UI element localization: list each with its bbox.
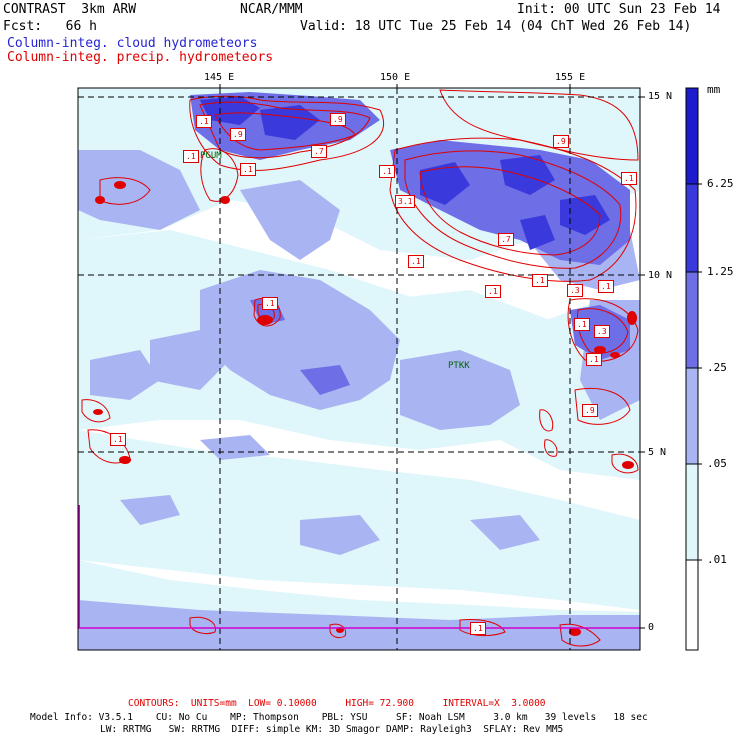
colorbar-bin bbox=[686, 272, 698, 368]
contour-value-label: .1 bbox=[586, 353, 602, 366]
contour-value-label: .9 bbox=[330, 113, 346, 126]
colorbar-bin bbox=[686, 368, 698, 464]
contour-value-label: .1 bbox=[196, 115, 212, 128]
init-time: Init: 00 UTC Sun 23 Feb 14 bbox=[517, 2, 721, 17]
cloud-field-legend: Column-integ. cloud hydrometeors bbox=[7, 36, 258, 51]
station-label-ptkk: PTKK bbox=[448, 361, 470, 371]
station-label-pgum: PGUM bbox=[200, 151, 222, 161]
colorbar-tick: .25 bbox=[707, 361, 727, 374]
model-info-line2: LW: RRTMG SW: RRTMG DIFF: simple KM: 3D … bbox=[100, 724, 564, 735]
contour-value-label: .3 bbox=[594, 325, 610, 338]
lat-label: 15 N bbox=[648, 91, 673, 102]
colorbar bbox=[685, 87, 702, 651]
colorbar-bin bbox=[686, 560, 698, 650]
contour-value-label: .7 bbox=[311, 145, 327, 158]
colorbar-tick: .01 bbox=[707, 553, 727, 566]
map-frame bbox=[77, 87, 641, 651]
contour-value-label: .1 bbox=[598, 280, 614, 293]
model-info-line1: Model Info: V3.5.1 CU: No Cu MP: Thompso… bbox=[30, 712, 648, 723]
lat-label: 0 bbox=[648, 622, 655, 633]
colorbar-tick: 6.25 bbox=[707, 177, 734, 190]
lat-label: 5 N bbox=[648, 447, 667, 458]
contour-value-label: .1 bbox=[621, 172, 637, 185]
contour-value-label: .1 bbox=[379, 165, 395, 178]
colorbar-tick: 1.25 bbox=[707, 265, 734, 278]
colorbar-bin bbox=[686, 88, 698, 184]
contour-value-label: .9 bbox=[230, 128, 246, 141]
contour-value-label: .1 bbox=[532, 274, 548, 287]
cloud-hydrometeor-field bbox=[78, 88, 640, 650]
contour-value-label: .7 bbox=[498, 233, 514, 246]
lat-lon-grid bbox=[78, 88, 640, 650]
colorbar-tick: .05 bbox=[707, 457, 727, 470]
colorbar-bin bbox=[686, 464, 698, 560]
contour-value-label: .1 bbox=[183, 150, 199, 163]
contour-value-label: .1 bbox=[485, 285, 501, 298]
contour-value-label: .1 bbox=[110, 433, 126, 446]
contour-value-label: .1 bbox=[262, 297, 278, 310]
valid-time: Valid: 18 UTC Tue 25 Feb 14 (04 ChT Wed … bbox=[300, 19, 692, 34]
contour-value-label: .1 bbox=[240, 163, 256, 176]
contour-value-label: .1 bbox=[574, 318, 590, 331]
lon-label: 145 E bbox=[204, 72, 235, 83]
precip-contours bbox=[81, 89, 639, 647]
contour-value-label: .9 bbox=[582, 404, 598, 417]
contour-value-label: .9 bbox=[553, 135, 569, 148]
colorbar-bin bbox=[686, 184, 698, 272]
precip-field-legend: Column-integ. precip. hydrometeors bbox=[7, 50, 274, 65]
contour-value-label: .1 bbox=[408, 255, 424, 268]
lon-label: 155 E bbox=[555, 72, 586, 83]
contour-value-label: 3.1 bbox=[395, 195, 416, 208]
lon-label: 150 E bbox=[380, 72, 411, 83]
contour-value-label: .3 bbox=[567, 284, 583, 297]
forecast-hour: Fcst: 66 h bbox=[3, 19, 97, 34]
lat-label: 10 N bbox=[648, 270, 673, 281]
plot-center-title: NCAR/MMM bbox=[240, 2, 303, 17]
colorbar-unit: mm bbox=[707, 83, 721, 96]
plot-source-title: CONTRAST 3km ARW bbox=[3, 2, 137, 17]
contour-info: CONTOURS: UNITS=mm LOW= 0.10000 HIGH= 72… bbox=[128, 698, 546, 709]
contour-value-label: .1 bbox=[470, 622, 486, 635]
